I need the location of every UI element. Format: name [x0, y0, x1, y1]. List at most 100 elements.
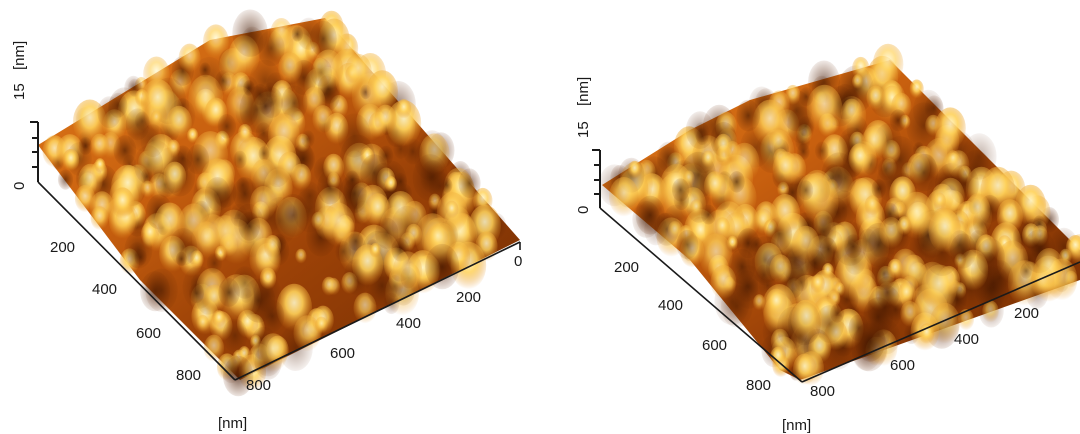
surface-peak [965, 193, 991, 227]
surface-pit [140, 271, 171, 312]
surface-texture-left [42, 9, 507, 397]
surface-peak [312, 105, 334, 134]
surface-pit [877, 158, 895, 181]
surface-peak [770, 194, 801, 235]
surface-pit [296, 17, 321, 50]
tick-200-bottom-right: 200 [1014, 305, 1039, 322]
tick-0-bottom-left: 0 [514, 253, 522, 270]
surface-pit [259, 299, 285, 333]
tick-200-right: 200 [614, 259, 639, 276]
z-label-0-left: 0 [11, 182, 28, 190]
surface-pit [133, 145, 164, 185]
surface-pit [986, 259, 1014, 297]
surface-peak [852, 74, 863, 90]
surface-peak [785, 84, 801, 105]
surface-peak [841, 98, 863, 127]
surface-peak [140, 79, 175, 124]
surface-pit [685, 111, 715, 150]
surface-pit [310, 57, 333, 87]
surface-pit [425, 243, 460, 290]
tick-400-bottom-left: 400 [396, 315, 421, 332]
surface-peak [609, 177, 639, 217]
z-axis-right [592, 149, 601, 208]
surface-peak [270, 18, 293, 48]
surface-peak [982, 300, 999, 323]
surface-peak [701, 150, 715, 168]
surface-pit [755, 264, 772, 286]
surface-pit [281, 85, 308, 121]
surface-peak [166, 105, 192, 140]
surface-peak [315, 316, 328, 334]
tick-200-bottom-left: 200 [456, 289, 481, 306]
surface-pit [220, 353, 243, 384]
z-label-15-right: 15 [575, 121, 592, 138]
surface-pit [798, 180, 814, 201]
surface-peak [369, 243, 381, 258]
surface-pit [871, 179, 887, 199]
surface-peak [396, 99, 412, 119]
surface-pit [199, 62, 211, 78]
afm-surface-plot-left: 15 0 [nm] 200 400 600 800 800 600 400 20… [11, 9, 522, 432]
surface-pit [736, 99, 761, 132]
surface-pit [233, 150, 247, 169]
surface-peak [1034, 247, 1064, 287]
surface-peak [203, 334, 225, 362]
surface-pit [844, 234, 863, 259]
tick-400-bottom-right: 400 [954, 331, 979, 348]
surface-peak [366, 70, 398, 112]
surface-pit [222, 318, 248, 353]
surface-peak [444, 200, 459, 219]
z-unit-left: [nm] [11, 41, 28, 70]
surface-peak [323, 153, 344, 182]
surface-pit [656, 141, 680, 172]
surface-pit [258, 146, 270, 161]
afm-surface-plot-right: 15 0 [nm] 200 400 600 800 800 600 400 20… [575, 43, 1080, 434]
surface-peak [374, 104, 397, 135]
surface-peak [770, 346, 786, 368]
surface-pit [798, 87, 814, 107]
surface-pit [394, 172, 408, 191]
surface-peak [793, 353, 817, 385]
surface-pit [169, 228, 198, 266]
tick-400-right: 400 [658, 297, 683, 314]
surface-pit [854, 321, 886, 362]
surface-pit [859, 228, 877, 253]
z-axis-left [30, 121, 39, 182]
surface-peak [806, 84, 843, 133]
surface-peak [277, 151, 302, 184]
surface-pit [420, 160, 446, 194]
surface-pit [644, 214, 668, 246]
surface-pit [189, 283, 204, 304]
surface-peak [268, 114, 300, 157]
surface-peak [772, 151, 799, 186]
surface-peak [475, 231, 498, 262]
surface-peak [321, 276, 337, 296]
surface-pit [57, 169, 74, 190]
surface-peak [704, 171, 726, 201]
surface-pit [127, 242, 147, 268]
surface-peak [864, 195, 880, 216]
x-axis-left-edge [37, 181, 236, 381]
surface-peak [714, 133, 733, 158]
surface-peak [258, 333, 288, 372]
surface-peak [689, 199, 703, 217]
surface-peak [384, 176, 397, 193]
surface-pit [97, 96, 122, 129]
surface-pit [218, 278, 240, 307]
z-label-0-right: 0 [575, 206, 592, 214]
surface-pit [815, 305, 844, 344]
surface-peak [628, 160, 642, 179]
y-axis-right-edge [234, 241, 521, 381]
tick-600-right: 600 [702, 337, 727, 354]
surface-peak [250, 159, 277, 193]
z-label-15-left: 15 [11, 83, 28, 100]
surface-pit [206, 253, 222, 274]
surface-peak [344, 53, 372, 90]
surface-peak [929, 302, 961, 344]
surface-peak [203, 24, 229, 59]
surface-pit [186, 144, 210, 175]
bottom-unit-left: [nm] [218, 415, 247, 432]
surface-pit [867, 284, 903, 332]
surface-peak [264, 235, 282, 258]
tick-400-left: 400 [92, 281, 117, 298]
